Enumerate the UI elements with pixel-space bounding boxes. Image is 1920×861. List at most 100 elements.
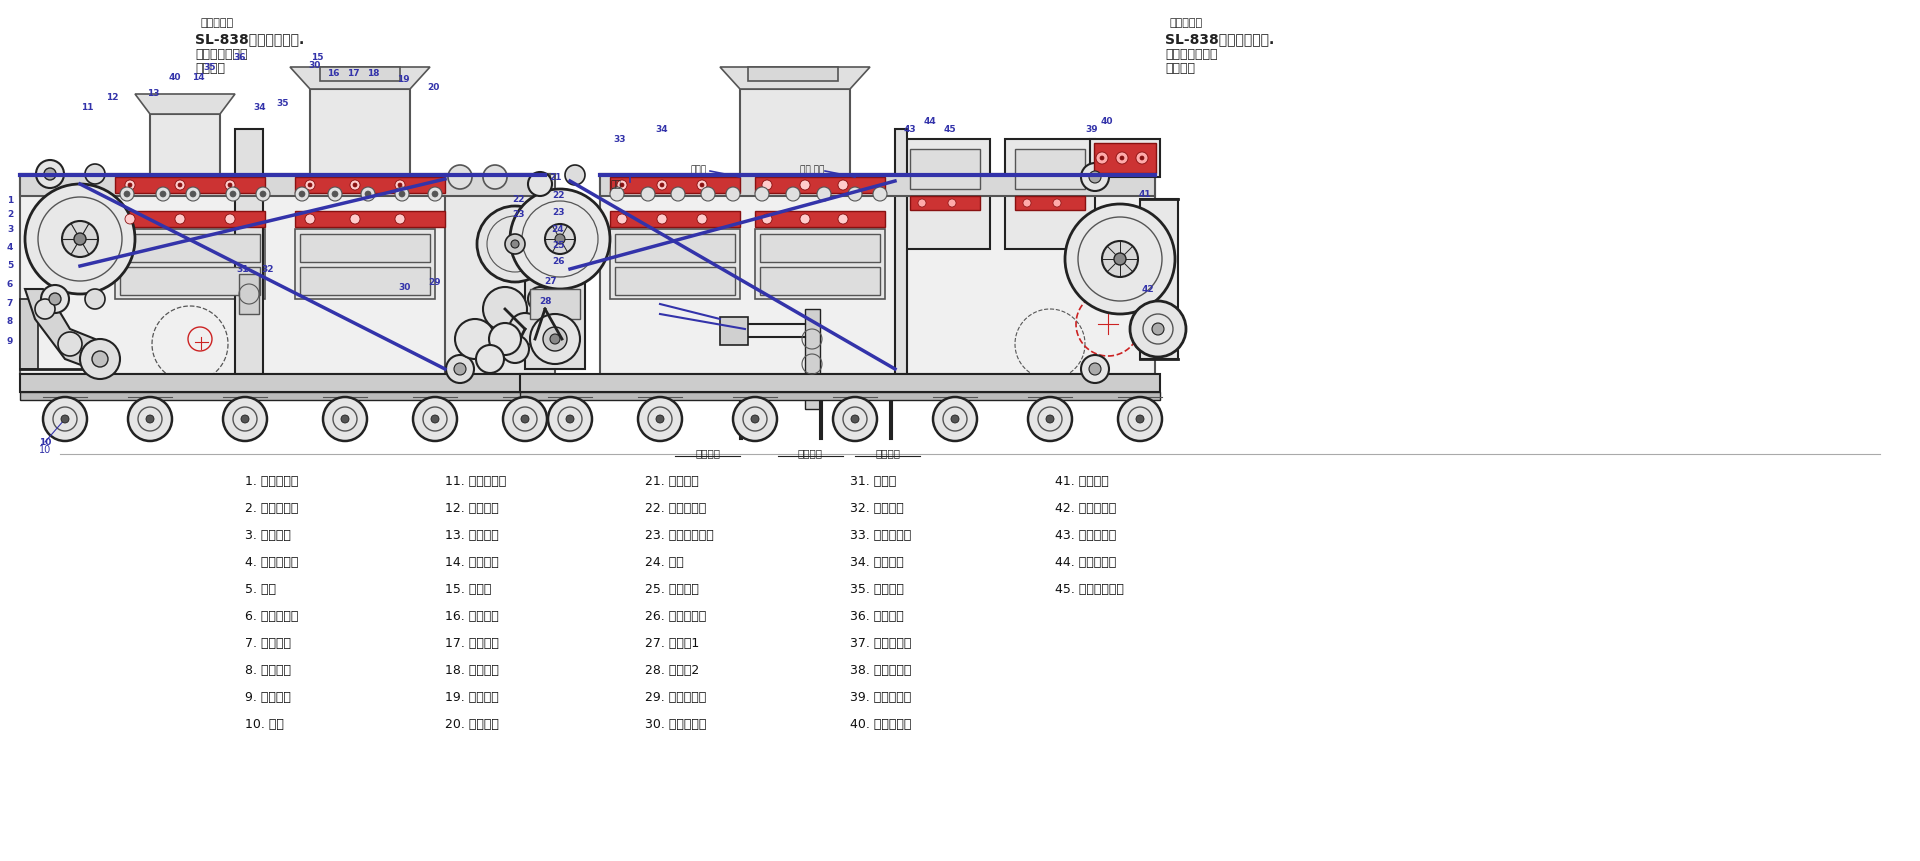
Text: 22. 调带轴平台: 22. 调带轴平台 <box>645 501 707 514</box>
Circle shape <box>851 416 858 424</box>
Circle shape <box>190 192 196 198</box>
Circle shape <box>129 183 132 188</box>
Bar <box>910 150 979 189</box>
Circle shape <box>1119 157 1123 161</box>
Bar <box>19 300 38 369</box>
Circle shape <box>637 398 682 442</box>
Circle shape <box>228 183 232 188</box>
Text: 16: 16 <box>326 70 340 78</box>
Bar <box>530 289 580 319</box>
Circle shape <box>296 188 309 201</box>
Circle shape <box>950 416 958 424</box>
Circle shape <box>528 173 553 197</box>
Circle shape <box>399 192 405 198</box>
Circle shape <box>125 192 131 198</box>
Circle shape <box>660 183 664 188</box>
Text: 3. 摆斗轴头: 3. 摆斗轴头 <box>246 529 290 542</box>
Bar <box>739 90 851 180</box>
Circle shape <box>547 398 591 442</box>
Circle shape <box>543 328 566 351</box>
Circle shape <box>755 188 770 201</box>
Circle shape <box>453 363 467 375</box>
Text: 2: 2 <box>8 210 13 220</box>
Circle shape <box>44 169 56 181</box>
Text: 45. 疏水排汽组件: 45. 疏水排汽组件 <box>1054 582 1123 595</box>
Circle shape <box>528 288 553 312</box>
Circle shape <box>175 181 184 191</box>
Circle shape <box>1152 324 1164 336</box>
Circle shape <box>353 183 357 188</box>
Text: 10: 10 <box>38 438 52 447</box>
Text: 8. 滚子链条: 8. 滚子链条 <box>246 663 292 676</box>
Text: 15: 15 <box>311 53 323 63</box>
Text: 19: 19 <box>397 76 409 84</box>
Text: 左端视图: 左端视图 <box>196 62 225 75</box>
Circle shape <box>484 288 526 331</box>
Circle shape <box>509 313 541 345</box>
Bar <box>601 175 1156 375</box>
Circle shape <box>918 200 925 208</box>
Circle shape <box>84 289 106 310</box>
Text: 32: 32 <box>261 265 275 274</box>
Bar <box>720 318 749 345</box>
Text: 4. 放叠摆布斗: 4. 放叠摆布斗 <box>246 555 298 568</box>
Circle shape <box>1089 172 1100 183</box>
Circle shape <box>566 416 574 424</box>
Text: 11. 主动轴电机: 11. 主动轴电机 <box>445 474 507 487</box>
Circle shape <box>616 181 628 191</box>
Text: 44. 蒸汽压力表: 44. 蒸汽压力表 <box>1054 555 1116 568</box>
Circle shape <box>476 207 553 282</box>
Text: 越祥机械厂: 越祥机械厂 <box>200 18 232 28</box>
Bar <box>1140 200 1179 360</box>
Text: 29: 29 <box>428 278 442 288</box>
Circle shape <box>616 214 628 225</box>
Circle shape <box>520 416 530 424</box>
Text: 31. 限位座: 31. 限位座 <box>851 474 897 487</box>
Circle shape <box>849 188 862 201</box>
Text: SL-838小型预缩水机.: SL-838小型预缩水机. <box>1165 32 1275 46</box>
Circle shape <box>511 189 611 289</box>
Text: 蒸汽接入: 蒸汽接入 <box>695 448 720 457</box>
Text: 28. 放卷轴2: 28. 放卷轴2 <box>645 663 699 676</box>
Circle shape <box>505 235 524 255</box>
Circle shape <box>1081 164 1110 192</box>
Text: 5. 摆臂: 5. 摆臂 <box>246 582 276 595</box>
Text: 整机部件名称：: 整机部件名称： <box>1165 48 1217 61</box>
Text: 22: 22 <box>513 195 524 204</box>
Text: 25: 25 <box>551 241 564 251</box>
Bar <box>524 280 586 369</box>
Circle shape <box>396 181 405 191</box>
Circle shape <box>1140 157 1144 161</box>
Text: 37. 循环风管道: 37. 循环风管道 <box>851 636 912 649</box>
Bar <box>820 400 822 439</box>
Text: 25. 调带螺杆: 25. 调带螺杆 <box>645 582 699 595</box>
Text: 10. 脚架: 10. 脚架 <box>246 717 284 730</box>
Bar <box>19 175 549 375</box>
Bar <box>749 68 837 82</box>
Circle shape <box>35 300 56 319</box>
Text: 3: 3 <box>8 226 13 234</box>
Circle shape <box>42 398 86 442</box>
Circle shape <box>447 166 472 189</box>
Circle shape <box>697 214 707 225</box>
Circle shape <box>61 222 98 257</box>
Circle shape <box>762 214 772 225</box>
Circle shape <box>81 339 121 380</box>
Circle shape <box>501 336 530 363</box>
Bar <box>238 275 259 314</box>
Bar <box>445 175 555 375</box>
Text: 23. 微调电机组件: 23. 微调电机组件 <box>645 529 714 542</box>
Text: 31: 31 <box>236 265 250 274</box>
Circle shape <box>701 188 714 201</box>
Text: 36: 36 <box>234 53 246 63</box>
Bar <box>611 177 739 194</box>
Bar <box>760 268 879 295</box>
Text: 11: 11 <box>81 102 94 111</box>
Text: 35: 35 <box>276 98 290 108</box>
Circle shape <box>227 188 240 201</box>
Text: 32. 接带电机: 32. 接带电机 <box>851 501 904 514</box>
Circle shape <box>555 235 564 245</box>
Text: 2. 主带轴链轮: 2. 主带轴链轮 <box>246 501 298 514</box>
Text: 12: 12 <box>106 92 119 102</box>
Circle shape <box>61 416 69 424</box>
